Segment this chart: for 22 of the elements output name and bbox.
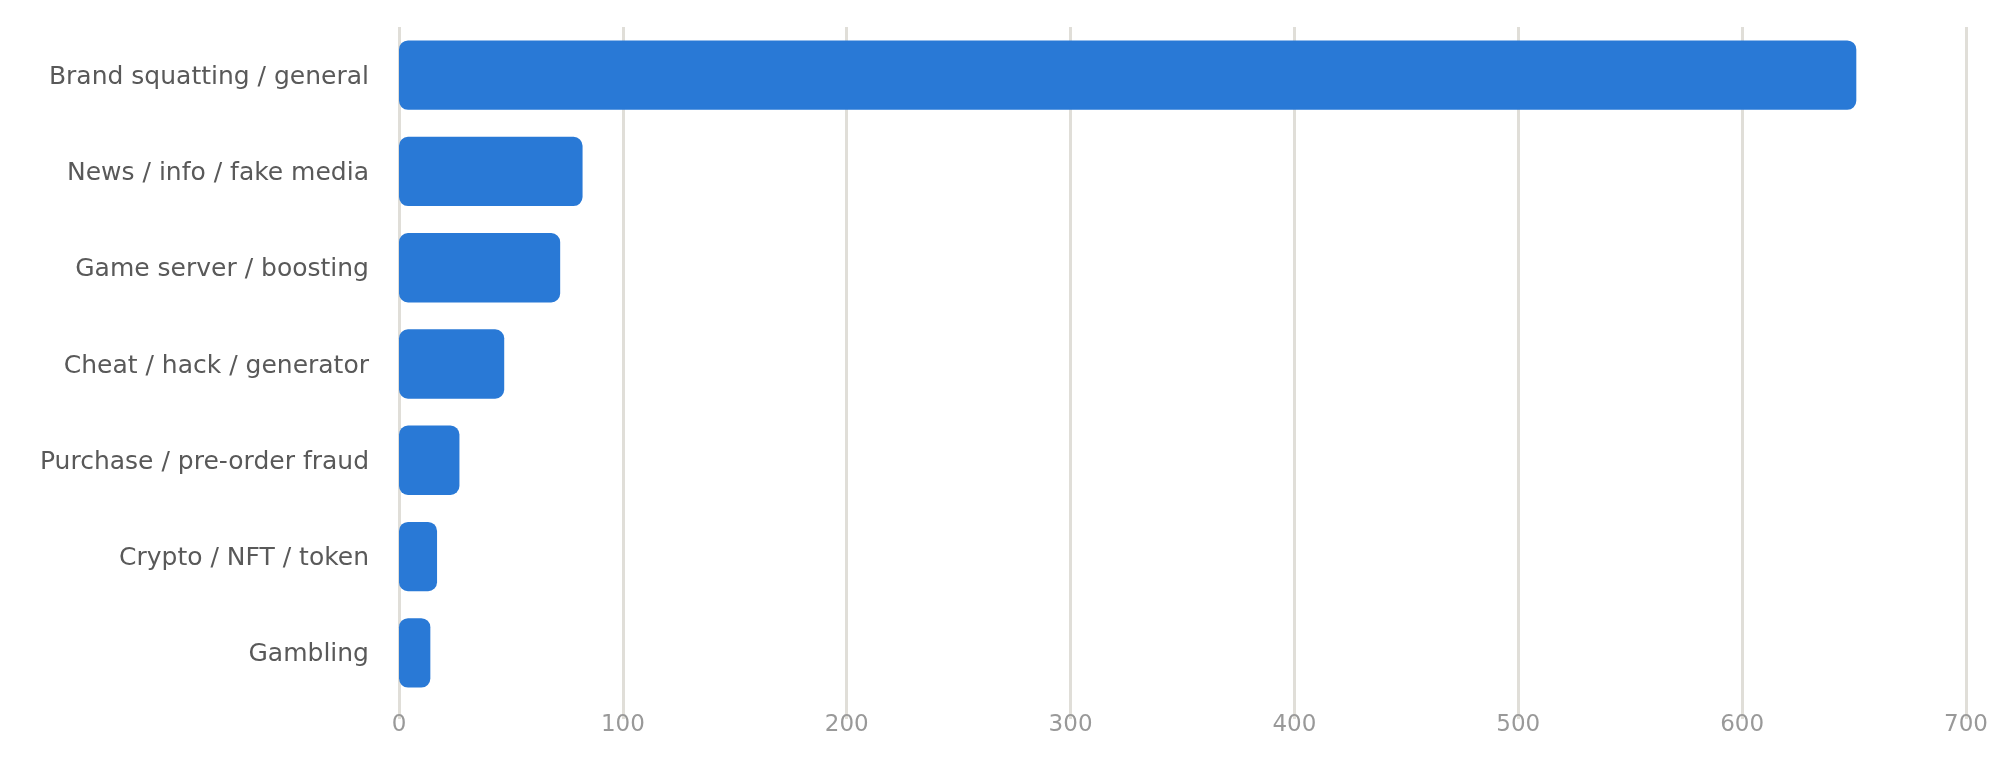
y-tick-label: News / info / fake media bbox=[67, 156, 369, 186]
bar bbox=[399, 40, 1857, 110]
x-tick-label: 700 bbox=[1944, 709, 1988, 736]
bar bbox=[399, 329, 505, 399]
x-tick-label: 200 bbox=[824, 709, 869, 736]
y-tick-label: Purchase / pre-order fraud bbox=[39, 445, 369, 475]
y-tick-label: Crypto / NFT / token bbox=[119, 542, 369, 572]
bar bbox=[399, 425, 460, 495]
bar bbox=[399, 618, 431, 688]
x-tick-label: 600 bbox=[1720, 709, 1765, 736]
x-tick-label: 400 bbox=[1272, 709, 1317, 736]
bar bbox=[399, 136, 583, 207]
y-tick-label: Gambling bbox=[248, 638, 369, 668]
x-tick-label: 300 bbox=[1048, 709, 1093, 736]
x-tick-label: 500 bbox=[1496, 709, 1541, 736]
y-tick-label: Brand squatting / general bbox=[48, 60, 369, 90]
y-tick-label: Game server / boosting bbox=[75, 253, 369, 283]
bar bbox=[399, 233, 561, 303]
x-tick-label: 100 bbox=[600, 709, 645, 736]
y-tick-label: Cheat / hack / generator bbox=[63, 349, 370, 379]
bar bbox=[399, 521, 438, 592]
x-tick-label: 0 bbox=[391, 709, 407, 736]
